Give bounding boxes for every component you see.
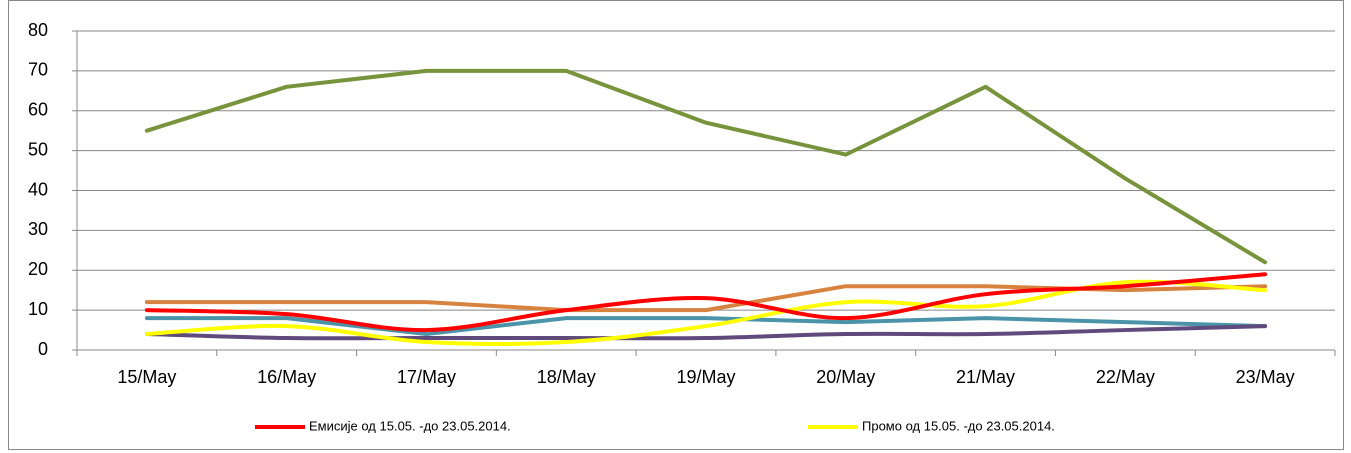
x-tick-label: 17/May <box>397 367 456 387</box>
x-tick-label: 19/May <box>676 367 735 387</box>
y-tick-label: 10 <box>28 299 48 319</box>
legend-label: Емисије од 15.05. -до 23.05.2014. <box>309 418 511 433</box>
y-tick-label: 60 <box>28 100 48 120</box>
x-tick-label: 18/May <box>537 367 596 387</box>
series-line <box>144 68 1268 265</box>
y-tick-label: 30 <box>28 219 48 239</box>
series-line <box>144 324 1268 341</box>
x-tick-label: 20/May <box>816 367 875 387</box>
x-tick-label: 16/May <box>257 367 316 387</box>
y-tick-label: 70 <box>28 60 48 80</box>
y-tick-label: 40 <box>28 179 48 199</box>
x-tick-label: 21/May <box>956 367 1015 387</box>
y-tick-label: 0 <box>38 339 48 359</box>
y-tick-label: 20 <box>28 259 48 279</box>
x-tick-label: 15/May <box>117 367 176 387</box>
y-tick-label: 50 <box>28 139 48 159</box>
series-line <box>144 316 1268 337</box>
series-line <box>144 272 1268 333</box>
x-tick-label: 22/May <box>1096 367 1155 387</box>
chart-frame <box>8 0 1344 450</box>
x-tick-label: 23/May <box>1236 367 1295 387</box>
legend-label: Промо од 15.05. -до 23.05.2014. <box>862 418 1055 433</box>
y-tick-label: 80 <box>28 20 48 40</box>
